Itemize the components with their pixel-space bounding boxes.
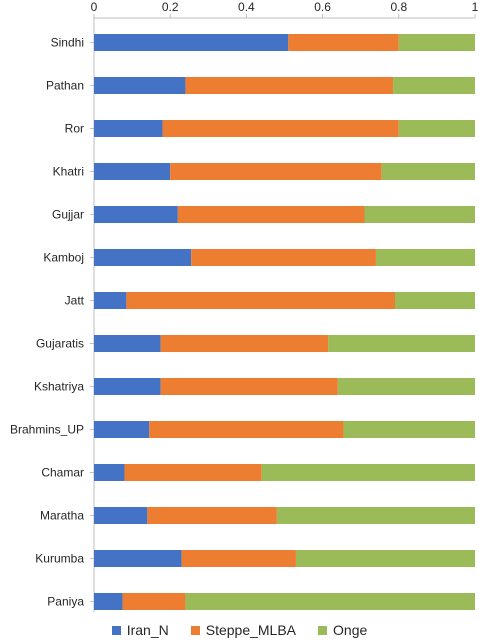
bar-segment-onge — [398, 120, 475, 137]
bar-segment-iran-n — [94, 206, 178, 223]
legend-swatch-onge — [318, 625, 328, 635]
bar-segment-onge — [343, 421, 475, 438]
x-tick-label: 0.6 — [314, 0, 331, 14]
category-label: Ror — [65, 122, 84, 136]
bar-segment-onge — [295, 550, 475, 567]
bar-segment-iran-n — [94, 163, 171, 180]
category-label: Kurumba — [35, 552, 84, 566]
bar-segment-iran-n — [94, 421, 150, 438]
bar-segment-steppe-mlba — [147, 507, 277, 524]
bar-segment-steppe-mlba — [288, 34, 399, 51]
bar-segment-onge — [364, 206, 475, 223]
category-label: Pathan — [46, 79, 84, 93]
legend-label-iran-n: Iran_N — [126, 622, 169, 638]
bar-segment-steppe-mlba — [170, 163, 382, 180]
bar-segment-steppe-mlba — [185, 77, 394, 94]
bar-segment-iran-n — [94, 335, 161, 352]
category-label: Jatt — [65, 294, 85, 308]
bar-segment-iran-n — [94, 464, 125, 481]
bar-segment-iran-n — [94, 507, 148, 524]
bar-segment-onge — [394, 292, 475, 309]
bar-segment-iran-n — [94, 77, 186, 94]
bar-segment-onge — [337, 378, 475, 395]
category-label: Kamboj — [43, 251, 84, 265]
bar-segment-steppe-mlba — [160, 378, 338, 395]
legend-swatch-steppe-mlba — [190, 625, 200, 635]
bar-segment-steppe-mlba — [162, 120, 399, 137]
bar-segment-steppe-mlba — [181, 550, 296, 567]
bar-segment-onge — [375, 249, 475, 266]
bar-segment-steppe-mlba — [160, 335, 329, 352]
category-label: Maratha — [40, 509, 84, 523]
bar-segment-onge — [328, 335, 475, 352]
bar-segment-onge — [381, 163, 475, 180]
x-tick-label: 1 — [472, 0, 479, 14]
bar-segment-steppe-mlba — [122, 593, 186, 610]
bar-segment-steppe-mlba — [191, 249, 376, 266]
legend: Iran_N Steppe_MLBA Onge — [0, 620, 479, 640]
bar-segment-onge — [185, 593, 475, 610]
bar-segment-onge — [276, 507, 475, 524]
legend-label-steppe-mlba: Steppe_MLBA — [205, 622, 297, 638]
bar-segment-onge — [393, 77, 475, 94]
bar-segment-iran-n — [94, 34, 289, 51]
bar-segment-onge — [398, 34, 475, 51]
legend-item-iran-n: Iran_N — [111, 622, 169, 638]
category-label: Kshatriya — [34, 380, 84, 394]
category-label: Brahmins_UP — [10, 423, 84, 437]
category-label: Gujjar — [52, 208, 84, 222]
legend-swatch-iran-n — [111, 625, 121, 635]
x-tick-label: 0.8 — [390, 0, 407, 14]
bar-segment-iran-n — [94, 378, 161, 395]
legend-item-onge: Onge — [318, 622, 367, 638]
category-label: Chamar — [41, 466, 84, 480]
bar-segment-iran-n — [94, 593, 123, 610]
bar-segment-steppe-mlba — [177, 206, 365, 223]
category-label: Khatri — [53, 165, 84, 179]
x-tick-label: 0 — [91, 0, 98, 14]
bar-segment-iran-n — [94, 249, 192, 266]
bar-segment-steppe-mlba — [124, 464, 262, 481]
bar-segment-iran-n — [94, 550, 182, 567]
category-label: Sindhi — [51, 36, 84, 50]
bar-segment-onge — [261, 464, 475, 481]
bar-segment-steppe-mlba — [126, 292, 395, 309]
bar-segment-steppe-mlba — [149, 421, 344, 438]
bar-segment-iran-n — [94, 120, 163, 137]
legend-label-onge: Onge — [333, 622, 368, 638]
x-tick-label: 0.4 — [238, 0, 255, 14]
bar-segment-iran-n — [94, 292, 127, 309]
category-label: Gujaratis — [36, 337, 84, 351]
x-tick-label: 0.2 — [162, 0, 179, 14]
category-label: Paniya — [47, 595, 84, 609]
legend-item-steppe-mlba: Steppe_MLBA — [190, 622, 297, 638]
